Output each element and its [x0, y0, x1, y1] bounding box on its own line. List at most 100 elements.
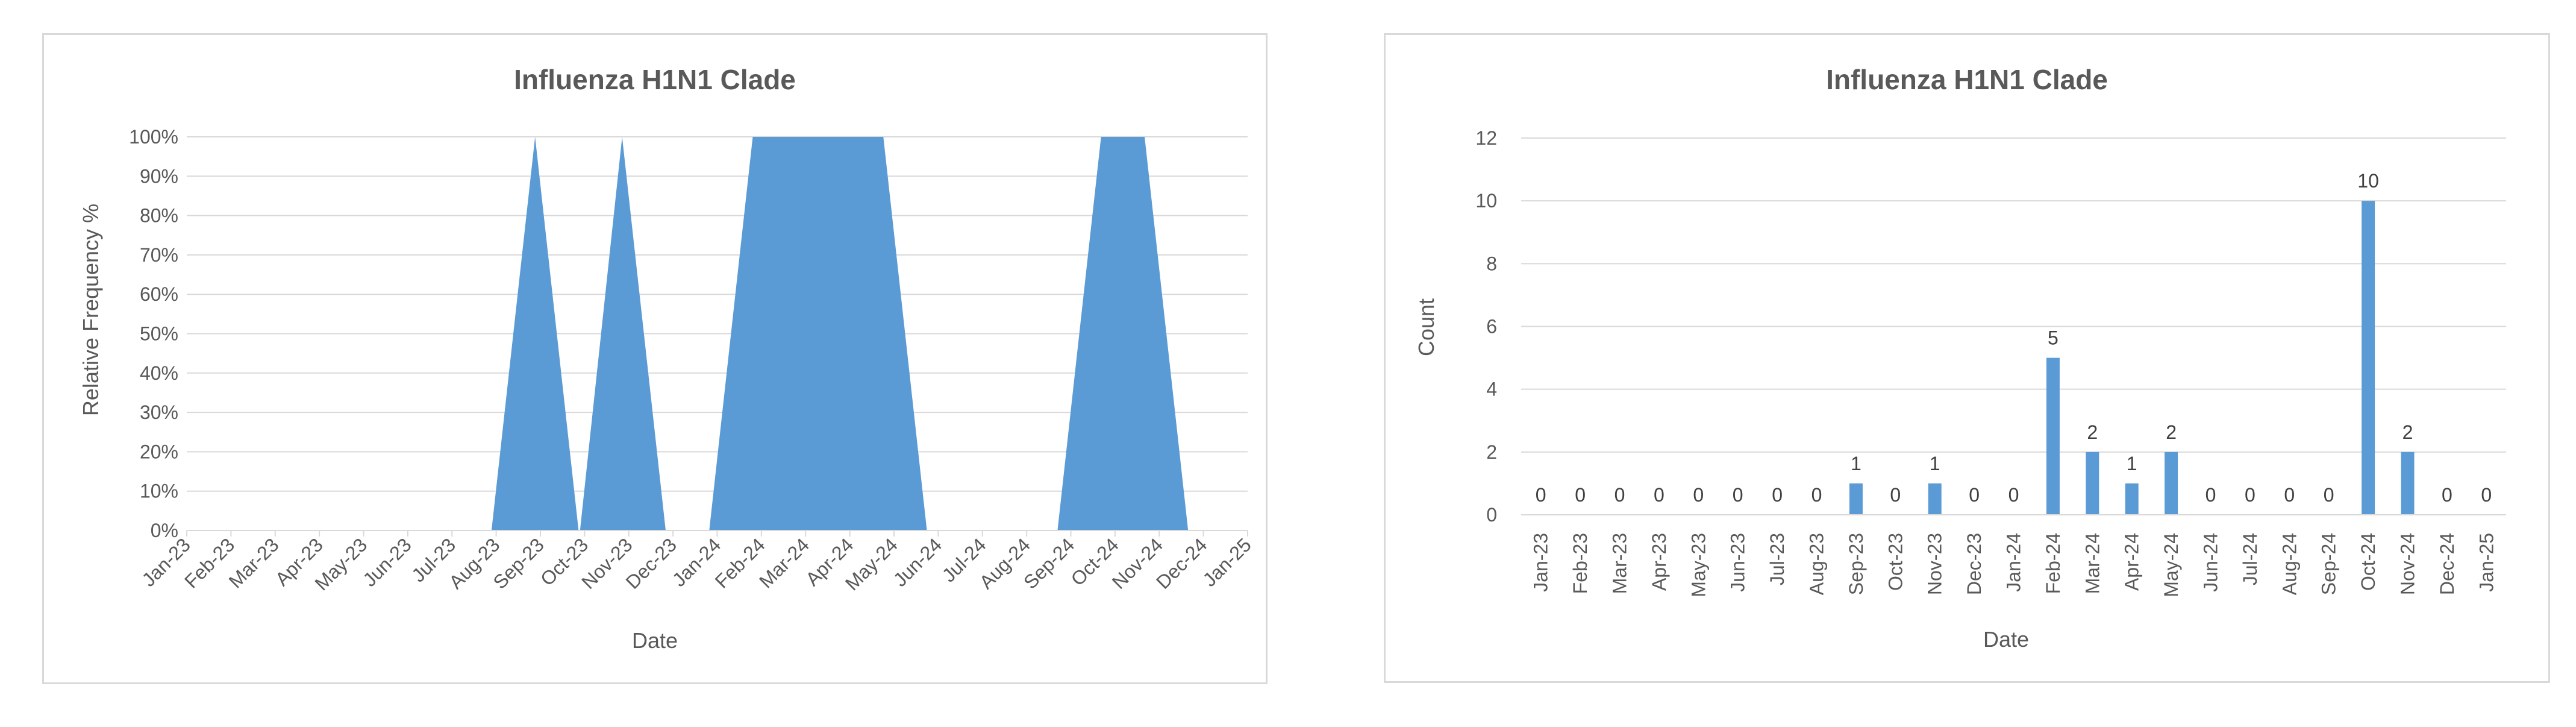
x-tick-label: Dec-24	[2436, 533, 2458, 595]
y-tick-label: 2	[1486, 441, 1497, 463]
y-tick-label: 60%	[140, 283, 178, 305]
x-tick-label: Jan-25	[2475, 533, 2497, 592]
x-tick-label: Oct-24	[2357, 533, 2379, 591]
y-tick-label: 4	[1486, 379, 1497, 400]
data-label: 10	[2357, 170, 2379, 192]
x-tick-label: Mar-24	[2081, 533, 2103, 594]
data-label: 1	[1930, 453, 1940, 474]
x-tick-label: Apr-24	[2121, 533, 2143, 591]
y-axis-ticks: 0 2 4 6 8 10 12	[1475, 127, 1497, 526]
x-tick-label: Nov-23	[1924, 533, 1946, 595]
x-tick-label: Jun-24	[889, 533, 946, 591]
data-label: 0	[1536, 484, 1546, 506]
x-tick-label: Oct-23	[1884, 533, 1906, 591]
x-axis-ticks: Jan-23 Feb-23 Mar-23 Apr-23 May-23 Jun-23 Jul-…	[1521, 514, 2506, 597]
x-axis-title: Date	[1983, 627, 2029, 652]
x-tick-label: Jun-23	[358, 533, 416, 591]
data-label: 0	[1615, 484, 1625, 506]
y-tick-label: 6	[1486, 316, 1497, 338]
x-tick-label: Dec-23	[622, 533, 681, 593]
x-tick-label: Jun-23	[1727, 533, 1749, 592]
data-label: 0	[1575, 484, 1586, 506]
data-label: 2	[2166, 421, 2177, 443]
data-label: 0	[1890, 484, 1901, 506]
x-tick-label: Jul-24	[2239, 533, 2261, 585]
data-label: 0	[1772, 484, 1783, 506]
x-tick-label: Feb-24	[711, 533, 769, 592]
x-tick-label: Apr-23	[1648, 533, 1670, 591]
data-label: 0	[2206, 484, 2216, 506]
x-tick-label: Mar-23	[225, 533, 283, 592]
chart-title: Influenza H1N1 Clade	[514, 64, 796, 95]
x-tick-label: Jun-24	[2200, 533, 2222, 592]
x-tick-label: May-24	[2160, 533, 2182, 597]
bar	[2165, 452, 2178, 515]
data-label: 0	[2009, 484, 2019, 506]
x-tick-label: Feb-24	[2042, 533, 2064, 594]
x-tick-label: Jan-25	[1198, 533, 1255, 591]
bar	[1928, 483, 1942, 515]
y-tick-label: 20%	[140, 441, 178, 462]
y-tick-label: 40%	[140, 362, 178, 384]
plot-area	[187, 137, 1232, 530]
bar	[2086, 452, 2099, 515]
x-tick-label: Sep-23	[489, 533, 548, 593]
relative-frequency-chart-panel: Influenza H1N1 Clade 0% 10% 20% 30% 40% 50% 60…	[42, 33, 1268, 684]
bar	[2125, 483, 2139, 515]
x-tick-label: Sep-23	[1845, 533, 1867, 595]
data-label: 0	[1812, 484, 1822, 506]
x-axis-title: Date	[632, 628, 678, 653]
data-label: 1	[1851, 453, 1862, 474]
data-label: 1	[2127, 453, 2137, 474]
data-label: 0	[1969, 484, 1980, 506]
y-tick-label: 50%	[140, 323, 178, 345]
bars	[1849, 201, 2415, 515]
gridlines	[187, 136, 1248, 531]
y-axis-ticks: 0% 10% 20% 30% 40% 50% 60% 70% 80% 90% 100%	[129, 126, 178, 541]
y-tick-label: 0	[1486, 504, 1497, 526]
bar	[2046, 357, 2060, 515]
x-tick-label: Dec-23	[1963, 533, 1985, 595]
bar	[1849, 483, 1863, 515]
x-tick-label: Aug-23	[1806, 533, 1828, 595]
y-axis-title: Relative Frequency %	[78, 204, 103, 416]
x-tick-label: Jan-23	[1530, 533, 1552, 592]
y-tick-label: 10%	[140, 480, 178, 502]
y-tick-label: 100%	[129, 126, 178, 148]
x-tick-label: Nov-24	[2397, 533, 2419, 595]
x-tick-label: Jan-24	[2003, 533, 2025, 592]
data-label: 0	[2284, 484, 2295, 506]
data-label: 0	[2245, 484, 2256, 506]
y-tick-label: 30%	[140, 401, 178, 423]
data-label: 0	[1693, 484, 1704, 506]
x-tick-label: Dec-24	[1152, 533, 1211, 593]
y-tick-label: 90%	[140, 165, 178, 187]
data-label: 0	[2324, 484, 2334, 506]
x-tick-label: Sep-24	[1019, 533, 1078, 593]
x-tick-label: May-23	[1687, 533, 1709, 597]
y-tick-label: 8	[1486, 253, 1497, 274]
chart-title: Influenza H1N1 Clade	[1826, 64, 2108, 95]
bar	[2362, 201, 2375, 515]
data-label: 0	[1733, 484, 1743, 506]
x-tick-label: Feb-23	[180, 533, 239, 592]
bar	[2401, 452, 2415, 515]
x-tick-label: Mar-24	[755, 533, 813, 592]
data-label: 0	[2442, 484, 2453, 506]
data-label: 2	[2087, 421, 2098, 443]
x-tick-label: Aug-24	[2278, 533, 2300, 595]
x-tick-label: Jul-23	[1766, 533, 1788, 585]
data-label: 2	[2402, 421, 2413, 443]
series-area	[187, 137, 1232, 530]
y-tick-label: 10	[1475, 190, 1497, 212]
data-label: 5	[2048, 327, 2059, 349]
y-tick-label: 12	[1475, 127, 1497, 149]
x-tick-label: Mar-23	[1609, 533, 1631, 594]
x-tick-label: Sep-24	[2318, 533, 2340, 595]
y-tick-label: 70%	[140, 244, 178, 266]
relative-frequency-chart: Influenza H1N1 Clade 0% 10% 20% 30% 40% 50% 60…	[78, 64, 1255, 653]
y-axis-title: Count	[1414, 298, 1439, 356]
